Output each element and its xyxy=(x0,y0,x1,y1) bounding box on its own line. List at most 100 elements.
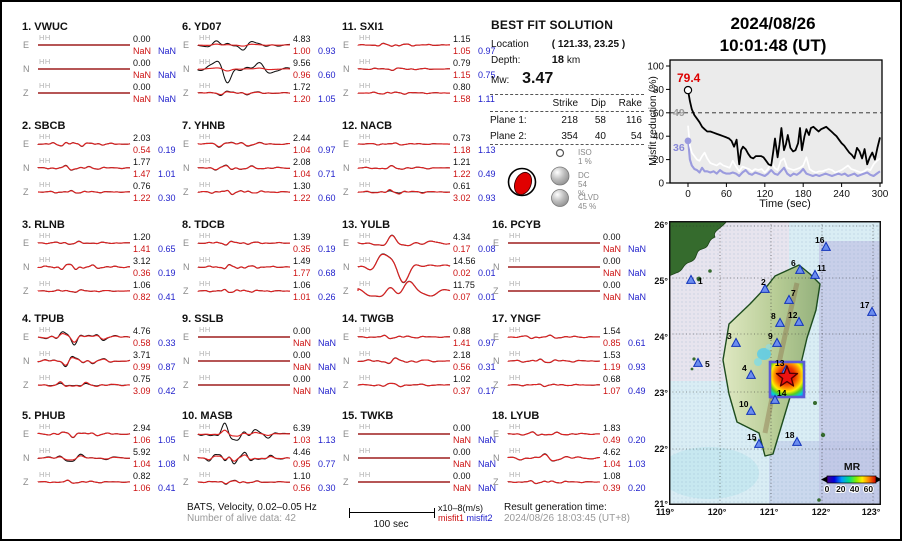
component-label: E xyxy=(23,238,30,248)
waveform-row-RLNB-N: N HH 3.12 0.36 0.19 xyxy=(20,255,176,279)
channel-label: HH xyxy=(359,255,371,264)
misfit1-value: 1.06 xyxy=(133,435,151,445)
misfit2-value: NaN xyxy=(158,70,177,80)
misfit1-value: 0.99 xyxy=(133,362,151,372)
waveform-row-PCYB-N: N HH 0.00 NaN NaN xyxy=(490,255,646,279)
misfit2-value: 0.17 xyxy=(478,386,496,396)
channel-label: HH xyxy=(39,132,51,141)
misfit1-value: 1.04 xyxy=(603,459,621,469)
channel-label: HH xyxy=(509,325,521,334)
waveform-row-SXI1-Z: Z HH 0.80 1.58 1.11 xyxy=(340,81,496,105)
coastal-island xyxy=(708,269,712,273)
misfit1-value: 1.22 xyxy=(293,193,311,203)
depth-value: 18 xyxy=(551,54,565,66)
green-island xyxy=(813,401,817,405)
mr-cyan-patch xyxy=(757,348,771,360)
component-label: N xyxy=(23,262,30,272)
waveform-trace xyxy=(37,289,131,293)
component-label: E xyxy=(493,332,500,342)
waveform-row-SXI1-E: E HH 1.15 1.05 0.97 xyxy=(340,33,496,57)
peak-amplitude: 0.68 xyxy=(603,374,621,384)
station-marker-9 xyxy=(771,337,783,347)
misfit-series-lavender xyxy=(686,138,881,178)
units-label: x10–8(m/s) xyxy=(438,503,484,513)
component-label: E xyxy=(23,332,30,342)
peak-amplitude: 14.56 xyxy=(453,256,476,266)
misfit1-value: 0.07 xyxy=(453,292,471,302)
misfit2-value: 0.30 xyxy=(158,193,176,203)
component-label: N xyxy=(23,356,30,366)
misfit1-value: 3.09 xyxy=(133,386,151,396)
plane1-dip: 58 xyxy=(594,114,606,126)
channel-label: HH xyxy=(39,57,51,66)
misfit1-value: NaN xyxy=(603,268,622,278)
station-number-label: 1 xyxy=(698,276,703,286)
channel-label: HH xyxy=(199,180,211,189)
misfit2-value: 0.61 xyxy=(628,338,646,348)
peak-amplitude: 0.00 xyxy=(133,34,151,44)
misfit2-value: 0.93 xyxy=(318,46,336,56)
waveform-trace xyxy=(197,189,291,196)
station-title: 18. LYUB xyxy=(492,410,540,422)
station-number-label: 13 xyxy=(775,358,785,368)
station-number-label: 17 xyxy=(860,300,870,310)
misfit2-value: 0.87 xyxy=(158,362,176,372)
mw-row: Mw: 3.47 xyxy=(491,70,652,88)
misfit1-value: NaN xyxy=(133,46,152,56)
channel-label: HH xyxy=(39,255,51,264)
misfit-xtick: 0 xyxy=(685,189,691,200)
waveform-row-MASB-N: N HH 4.46 0.95 0.77 xyxy=(180,446,336,470)
peak-amplitude: 1.15 xyxy=(453,34,471,44)
waveform-trace xyxy=(357,189,451,195)
peak-amplitude: 9.56 xyxy=(293,58,311,68)
orchid-island xyxy=(820,432,826,438)
component-label: N xyxy=(183,453,190,463)
waveform-trace xyxy=(37,141,131,147)
waveform-trace xyxy=(37,453,131,462)
station-marker-1 xyxy=(685,274,697,284)
component-label: E xyxy=(183,332,190,342)
footer-info: BATS, Velocity, 0.02–0.05 Hz Number of a… xyxy=(187,502,317,524)
waveform-row-PHUB-E: E HH 2.94 1.06 1.05 xyxy=(20,422,176,446)
misfit1-value: 1.04 xyxy=(133,459,151,469)
station-title: 10. MASB xyxy=(182,410,233,422)
component-label: Z xyxy=(23,286,29,296)
peak-amplitude: 4.62 xyxy=(603,447,621,457)
component-label: Z xyxy=(23,380,29,390)
component-label: Z xyxy=(493,380,499,390)
channel-label: HH xyxy=(39,349,51,358)
station-title: 12. NACB xyxy=(342,120,393,132)
colorbar-tick: 0 xyxy=(825,484,830,494)
component-label: Z xyxy=(183,380,189,390)
channel-label: HH xyxy=(359,180,371,189)
waveform-row-TWGB-E: E HH 0.88 1.41 0.97 xyxy=(340,325,496,349)
station-marker-7 xyxy=(783,294,795,304)
misfit2-value: NaN xyxy=(318,338,337,348)
station-number-label: 10 xyxy=(739,399,749,409)
station-title: 8. TDCB xyxy=(182,219,225,231)
misfit1-value: 1.15 xyxy=(453,70,471,80)
station-group-VWUC: 1. VWUC E HH 0.00 NaN NaN N HH 0.00 NaN NaN Z HH 0.00… xyxy=(20,21,176,113)
clvd-ball-icon xyxy=(551,189,569,207)
misfit1-value: 0.17 xyxy=(453,244,471,254)
blue-start-label: 36 xyxy=(673,142,685,154)
map-lat-tick: 23° xyxy=(654,388,668,398)
station-number-label: 18 xyxy=(785,430,795,440)
waveform-row-TPUB-E: E HH 4.76 0.58 0.33 xyxy=(20,325,176,349)
waveform-row-TPUB-N: N HH 3.71 0.99 0.87 xyxy=(20,349,176,373)
misfit2-value: NaN xyxy=(478,459,497,469)
waveform-row-MASB-Z: Z HH 1.10 0.56 0.30 xyxy=(180,470,336,494)
waveform-row-SXI1-N: N HH 0.79 1.15 0.75 xyxy=(340,57,496,81)
station-marker-16 xyxy=(820,241,832,251)
station-group-SSLB: 9. SSLB E HH 0.00 NaN NaN N HH 0.00 NaN NaN Z HH 0.00… xyxy=(180,313,336,405)
waveform-row-SBCB-N: N HH 1.77 1.47 1.01 xyxy=(20,156,176,180)
waveform-row-PCYB-E: E HH 0.00 NaN NaN xyxy=(490,231,646,255)
misfit2-value: 0.41 xyxy=(158,483,176,493)
station-title: 6. YD07 xyxy=(182,21,222,33)
peak-amplitude: 1.06 xyxy=(133,280,151,290)
channel-label: HH xyxy=(509,373,521,382)
station-title: 14. TWGB xyxy=(342,313,394,325)
station-group-TDCB: 8. TDCB E HH 1.39 0.35 0.19 N HH 1.49 1.77 0.68 Z HH… xyxy=(180,219,336,311)
penghu-island xyxy=(690,367,694,371)
